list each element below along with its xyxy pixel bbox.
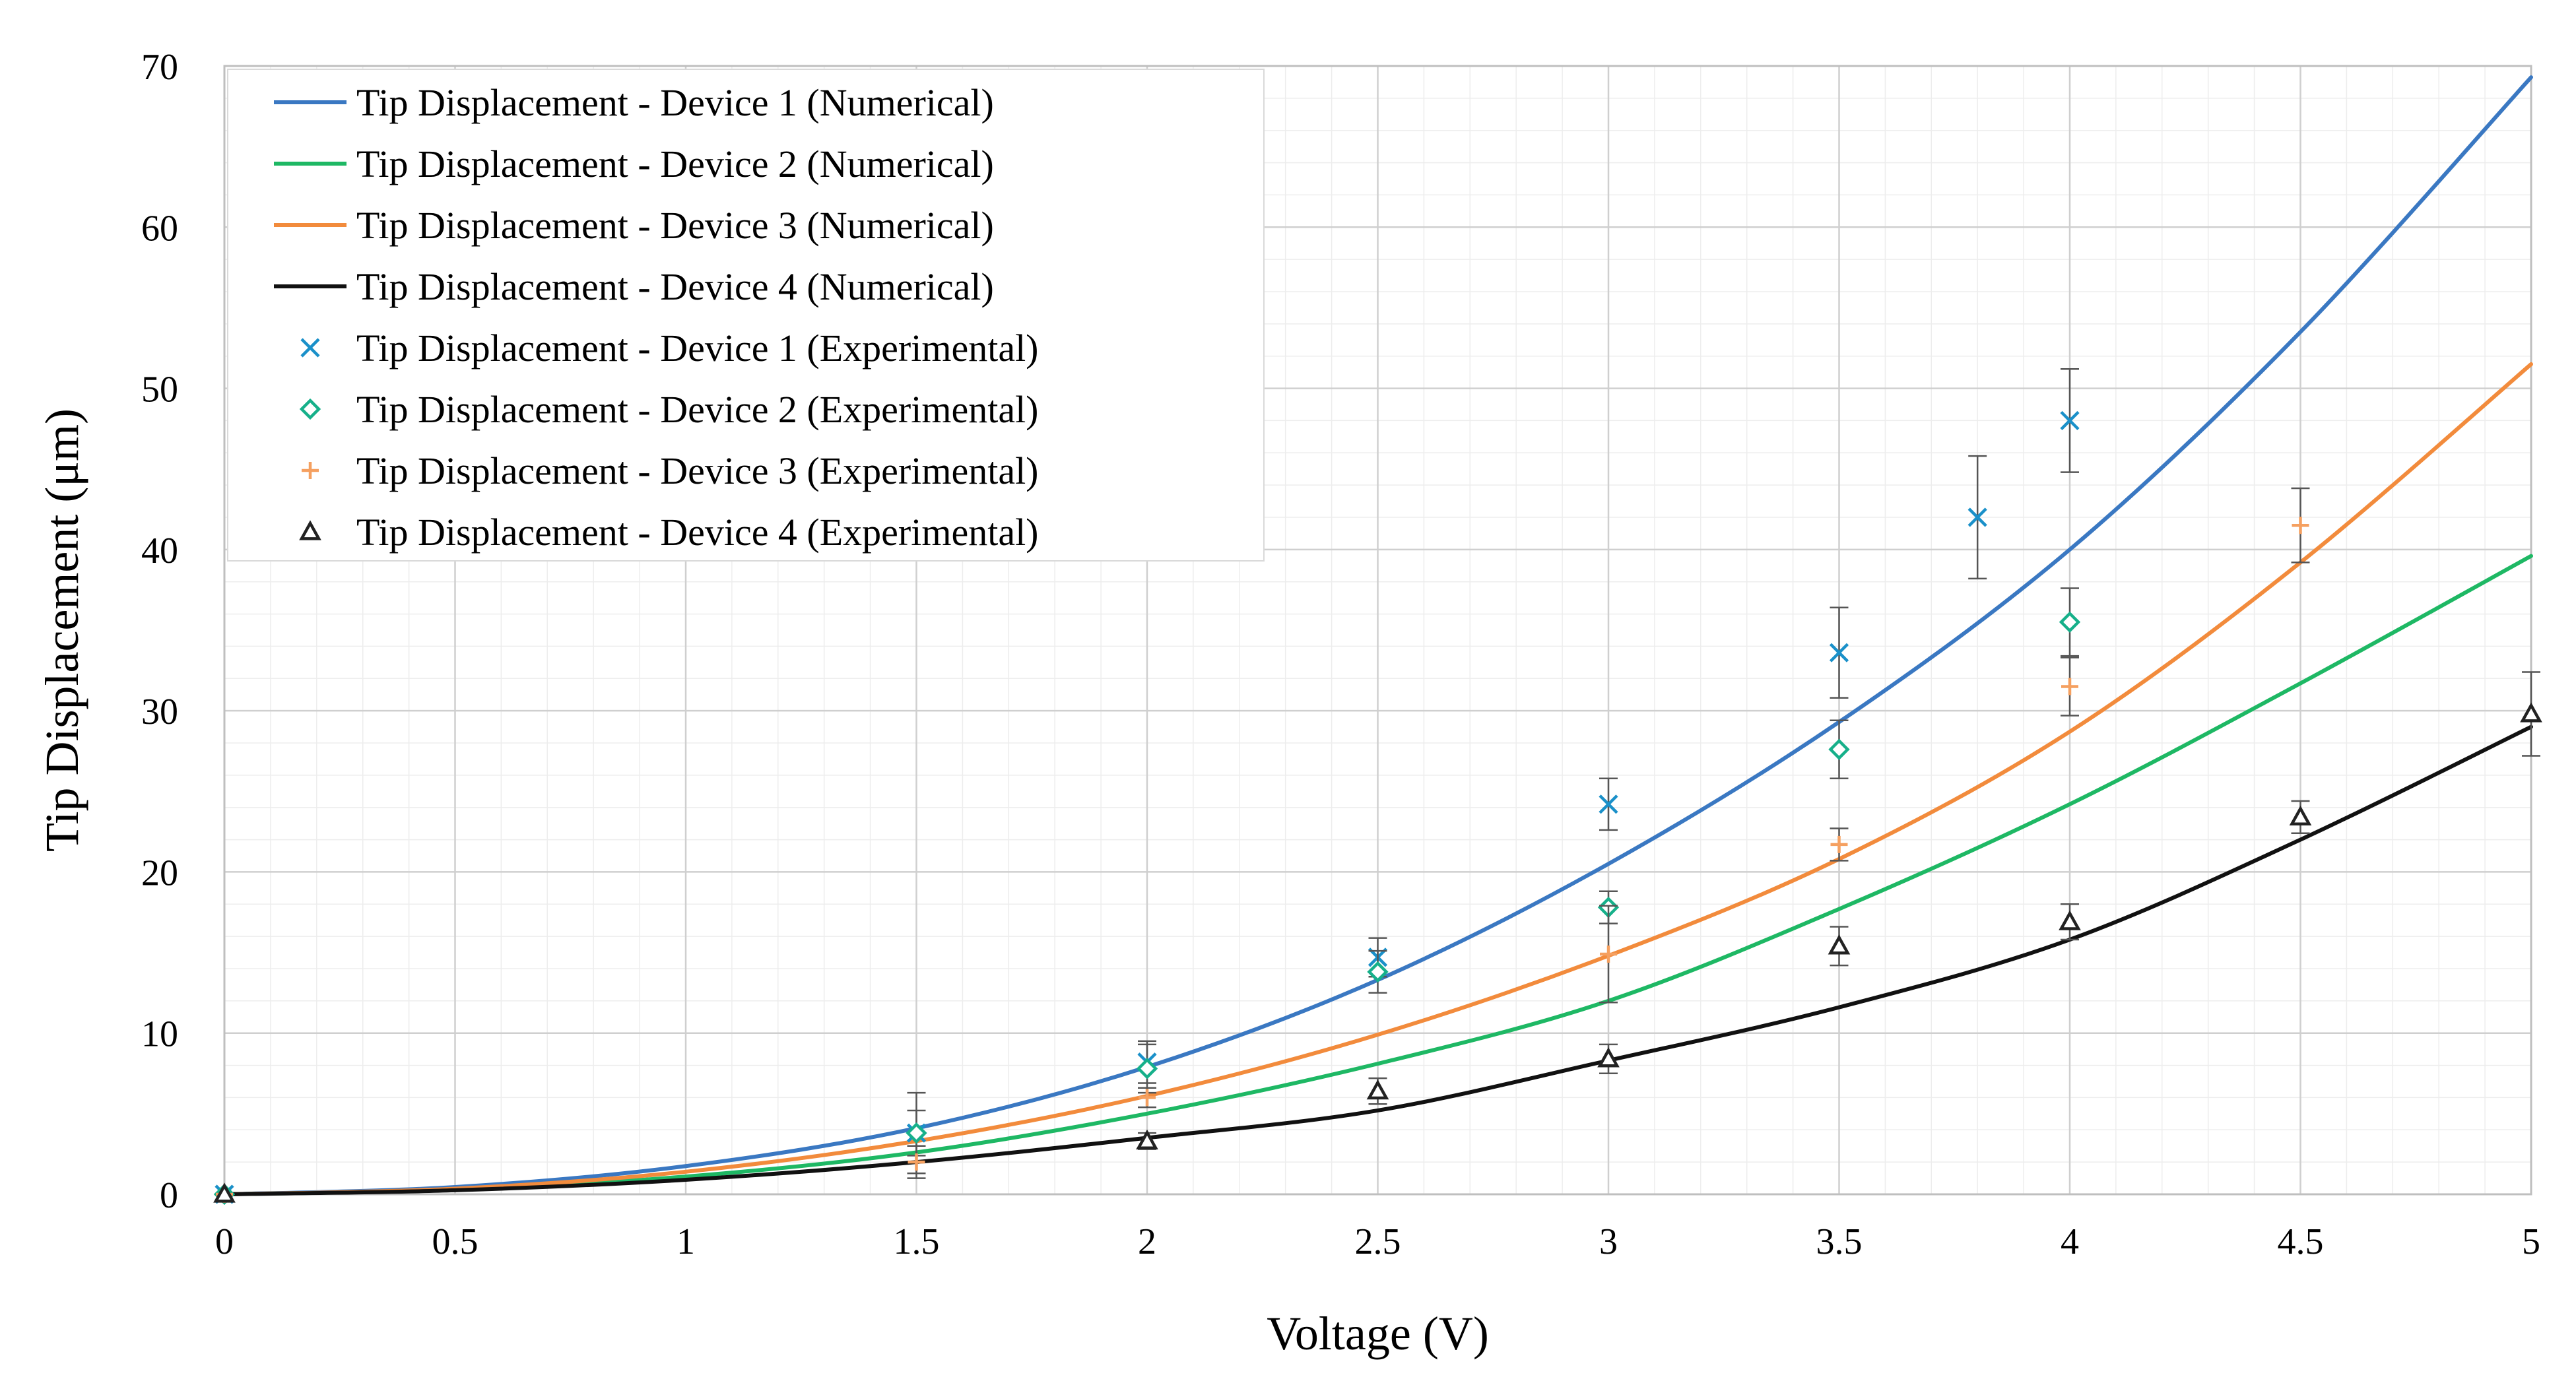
data-point [1967, 507, 1987, 527]
data-point [2060, 410, 2080, 431]
data-point-stroke [1599, 794, 1618, 814]
data-point [2289, 805, 2312, 826]
data-point [2292, 517, 2309, 534]
data-point [1367, 961, 1389, 983]
y-tick-label: 50 [141, 370, 178, 410]
x-tick-label: 5 [2522, 1221, 2540, 1262]
data-point [213, 1182, 236, 1203]
y-tick-label: 70 [141, 47, 178, 88]
data-point [2061, 678, 2078, 695]
legend-item: Tip Displacement - Device 1 (Numerical) [274, 81, 994, 124]
legend-item: Tip Displacement - Device 3 (Experimenta… [302, 449, 1039, 492]
data-point [906, 1122, 927, 1144]
numerical-line-device-4 [222, 724, 2533, 1196]
y-axis-title: Tip Displacement (μm) [36, 408, 88, 852]
data-point [1597, 1047, 1620, 1068]
y-tick-label: 40 [141, 531, 178, 571]
legend-label: Tip Displacement - Device 1 (Numerical) [356, 81, 994, 124]
legend-label: Tip Displacement - Device 2 (Numerical) [356, 143, 994, 185]
numerical-line-device-2 [222, 554, 2533, 1196]
y-tick-label: 60 [141, 208, 178, 249]
data-point [1136, 1058, 1158, 1079]
legend-box [227, 69, 1265, 562]
data-point-stroke [1829, 643, 1849, 662]
x-tick-label: 1.5 [894, 1221, 940, 1262]
data-point [1136, 1129, 1158, 1150]
x-axis-title: Voltage (V) [1267, 1307, 1489, 1360]
data-point [1829, 643, 1849, 662]
data-point [1366, 1079, 1389, 1100]
data-point [1828, 934, 1851, 955]
numerical-line-device-1 [222, 75, 2533, 1196]
legend-item: Tip Displacement - Device 2 (Numerical) [274, 143, 994, 185]
legend-label: Tip Displacement - Device 4 (Numerical) [356, 265, 994, 308]
x-tick-label: 0.5 [432, 1221, 479, 1262]
data-point [1139, 1089, 1156, 1107]
x-tick-label: 2 [1138, 1221, 1156, 1262]
numerical-line-device-3 [222, 362, 2533, 1196]
legend-label: Tip Displacement - Device 3 (Experimenta… [356, 449, 1039, 492]
legend: Tip Displacement - Device 1 (Numerical) T… [227, 69, 1265, 562]
legend-label: Tip Displacement - Device 1 (Experimenta… [356, 327, 1039, 370]
legend-label: Tip Displacement - Device 4 (Experimenta… [356, 511, 1039, 554]
plot-area-border [223, 65, 2532, 1196]
experimental-series-points [213, 368, 2542, 1206]
data-point-stroke [2060, 410, 2080, 431]
x-tick-label: 0 [215, 1221, 234, 1262]
x-tick-label: 3 [1599, 1221, 1618, 1262]
data-point [908, 1153, 925, 1171]
legend-label: Tip Displacement - Device 2 (Experimenta… [356, 388, 1039, 431]
data-point [1828, 738, 1850, 760]
data-point [1600, 946, 1617, 963]
data-point [2059, 910, 2081, 930]
x-tick-label: 4.5 [2278, 1221, 2324, 1262]
legend-items: Tip Displacement - Device 1 (Numerical) T… [274, 81, 1039, 554]
data-point [1599, 794, 1618, 814]
y-axis-tick-labels: 0 10 20 30 40 50 60 70 [141, 47, 178, 1216]
x-tick-label: 1 [677, 1221, 695, 1262]
x-tick-label: 4 [2061, 1221, 2079, 1262]
x-tick-label: 2.5 [1355, 1221, 1401, 1262]
legend-marker-swatch-stroke [300, 338, 320, 358]
legend-marker-swatch [299, 520, 321, 540]
y-tick-label: 0 [160, 1175, 178, 1216]
legend-item: Tip Displacement - Device 2 (Experimenta… [299, 388, 1039, 431]
legend-marker-swatch [299, 398, 321, 420]
numerical-series-lines [222, 75, 2533, 1196]
y-tick-label: 20 [141, 852, 178, 893]
x-axis-tick-labels: 0 0.5 1 1.5 2 2.5 3 3.5 4 4.5 5 [215, 1221, 2540, 1262]
legend-item: Tip Displacement - Device 4 (Numerical) [274, 265, 994, 308]
y-tick-label: 10 [141, 1014, 178, 1055]
legend-item: Tip Displacement - Device 4 (Experimenta… [299, 511, 1039, 554]
data-point [2059, 611, 2081, 633]
experimental-series-device-4 [213, 671, 2542, 1203]
legend-item: Tip Displacement - Device 3 (Numerical) [274, 204, 994, 247]
data-point [1830, 835, 1848, 853]
data-point [2520, 702, 2542, 723]
y-tick-label: 30 [141, 692, 178, 732]
legend-marker-swatch [300, 338, 320, 358]
x-tick-label: 3.5 [1816, 1221, 1863, 1262]
legend-label: Tip Displacement - Device 3 (Numerical) [356, 204, 994, 247]
data-point-stroke [1967, 507, 1987, 527]
legend-marker-swatch [302, 462, 319, 479]
legend-item: Tip Displacement - Device 1 (Experimenta… [300, 327, 1039, 370]
